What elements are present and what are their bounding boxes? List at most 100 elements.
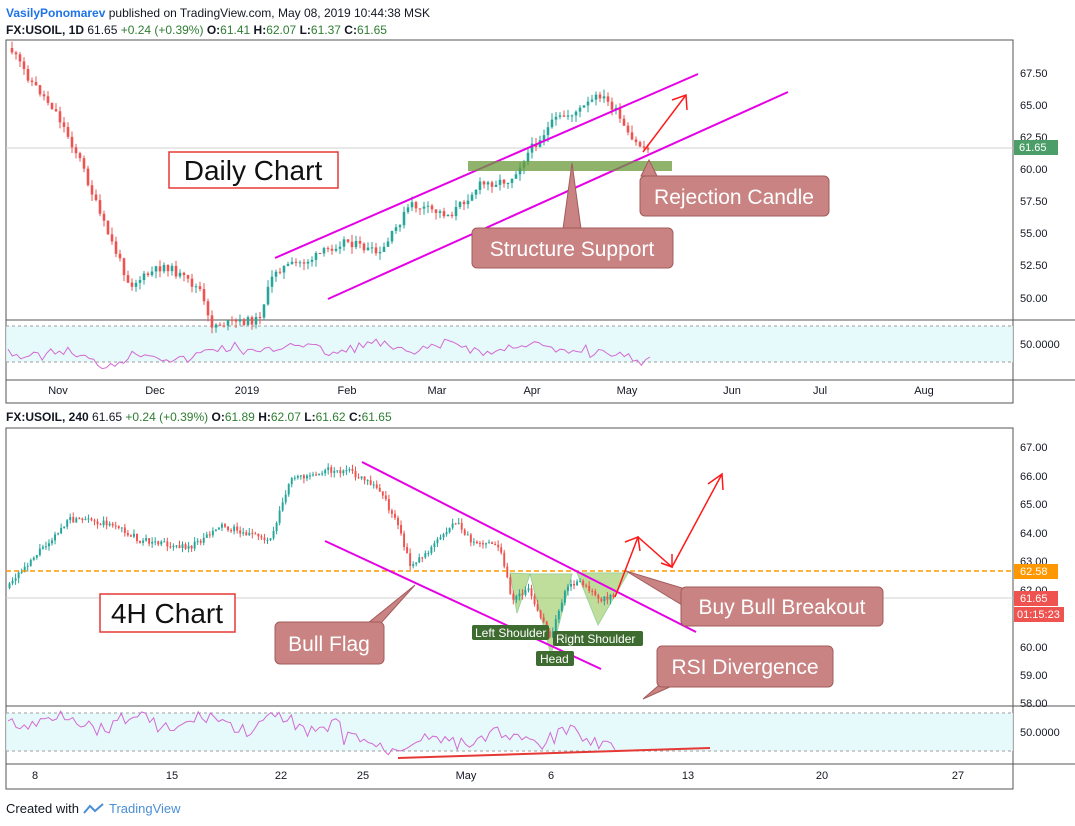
daily-candle xyxy=(442,211,446,217)
h4-candle xyxy=(14,578,17,581)
footer-brand[interactable]: TradingView xyxy=(108,801,181,816)
daily-candle xyxy=(274,271,278,277)
daily-candle xyxy=(334,248,338,251)
daily-candle xyxy=(14,52,18,55)
daily-price-tag-text: 61.65 xyxy=(1019,142,1047,154)
daily-candle xyxy=(142,273,146,281)
daily-time-tick: Nov xyxy=(48,385,68,397)
h4-candle xyxy=(263,537,266,540)
h4-candle xyxy=(415,562,418,565)
h4-candle xyxy=(403,533,406,548)
daily-candle xyxy=(506,182,510,184)
h4-candle xyxy=(515,596,518,600)
h4-candle xyxy=(193,541,196,549)
h4-candle xyxy=(512,593,515,600)
h4-candle xyxy=(393,513,396,518)
h4-candle xyxy=(230,530,233,532)
h4-candle xyxy=(126,533,129,536)
rejection-candle-callout xyxy=(639,175,830,217)
rejection-candle-label: Rejection Candle xyxy=(654,186,814,209)
daily-candle xyxy=(290,261,294,264)
head-label: Head xyxy=(540,652,569,666)
h4-title: 4H Chart xyxy=(111,598,223,629)
publisher-name[interactable]: VasilyPonomarev xyxy=(6,6,106,20)
h4-candle xyxy=(102,520,105,526)
daily-candle xyxy=(446,214,450,217)
h4-candle xyxy=(397,517,399,526)
h4-legend: FX:USOIL, 240 61.65 +0.24 (+0.39%) O:61.… xyxy=(6,410,392,424)
daily-candle xyxy=(642,146,646,148)
daily-candle xyxy=(578,107,582,112)
h4-candle xyxy=(48,543,50,547)
daily-candle xyxy=(526,152,530,163)
daily-candle xyxy=(102,213,106,221)
h4-candle xyxy=(315,474,318,476)
footer-created-with: Created with xyxy=(6,801,79,816)
h4-candle xyxy=(154,541,157,543)
daily-close: 61.65 xyxy=(356,23,387,37)
daily-candle xyxy=(462,201,466,205)
h4-candle xyxy=(324,469,327,474)
h4-candle xyxy=(424,553,427,558)
h4-candle xyxy=(369,480,372,485)
daily-candle xyxy=(390,230,394,242)
h4-candle xyxy=(63,526,66,528)
h4-candle xyxy=(60,527,63,534)
h4-candle xyxy=(363,476,366,481)
daily-candle xyxy=(582,105,586,108)
h4-candle xyxy=(184,544,187,549)
h4-candle xyxy=(32,557,35,560)
h4-candle xyxy=(366,480,369,482)
daily-time-tick: Mar xyxy=(428,385,447,397)
h4-candle xyxy=(384,495,387,500)
h4-candle xyxy=(129,535,132,537)
h4-candle xyxy=(542,617,545,622)
daily-o-label: O: xyxy=(206,23,221,37)
h4-candle xyxy=(321,473,324,475)
daily-candle xyxy=(306,261,310,264)
daily-candle xyxy=(326,248,330,250)
h4-candle xyxy=(287,484,290,495)
daily-candle xyxy=(222,325,226,327)
h4-candle xyxy=(345,470,348,472)
h4-candle xyxy=(348,469,351,471)
h4-candle xyxy=(35,555,38,558)
h4-candle xyxy=(44,546,47,548)
daily-time-axis: Nov Dec 2019 Feb Mar Apr May Jun Jul Aug xyxy=(48,385,934,397)
daily-candle xyxy=(634,139,638,143)
h4-candle xyxy=(299,475,302,477)
h4-candle xyxy=(81,518,84,521)
flag-lower-line xyxy=(324,540,602,670)
daily-symbol[interactable]: FX:USOIL, 1D xyxy=(6,23,85,37)
daily-candle xyxy=(598,94,602,99)
h4-candle xyxy=(196,540,199,542)
h4-candle xyxy=(472,541,475,543)
h4-candle xyxy=(412,564,415,567)
h4-candle xyxy=(11,580,14,584)
daily-candle xyxy=(502,179,506,184)
h4-time-tick: 25 xyxy=(357,770,369,782)
daily-legend: FX:USOIL, 1D 61.65 +0.24 (+0.39%) O:61.4… xyxy=(6,23,387,37)
h4-candle xyxy=(594,591,597,596)
h4-candle xyxy=(530,588,533,597)
h4-candle xyxy=(187,545,190,549)
h4-arrowhead-3 xyxy=(707,472,724,491)
daily-candle xyxy=(594,94,598,100)
daily-candle xyxy=(122,258,126,276)
h4-candle xyxy=(360,476,363,479)
daily-candle xyxy=(570,115,574,117)
daily-candle xyxy=(258,317,262,319)
daily-candle xyxy=(46,96,50,103)
h4-candle xyxy=(336,470,339,472)
daily-candle xyxy=(482,181,486,185)
h4-symbol[interactable]: FX:USOIL, 240 xyxy=(6,410,89,424)
h4-candle xyxy=(442,534,445,538)
publish-info: published on TradingView.com, May 08, 20… xyxy=(108,6,431,20)
daily-time-tick: Dec xyxy=(145,385,165,397)
h4-candle xyxy=(469,534,472,543)
daily-candle xyxy=(318,252,322,254)
h4-candle xyxy=(257,533,260,537)
h4-candle xyxy=(576,581,579,586)
h4-candle xyxy=(478,543,481,545)
